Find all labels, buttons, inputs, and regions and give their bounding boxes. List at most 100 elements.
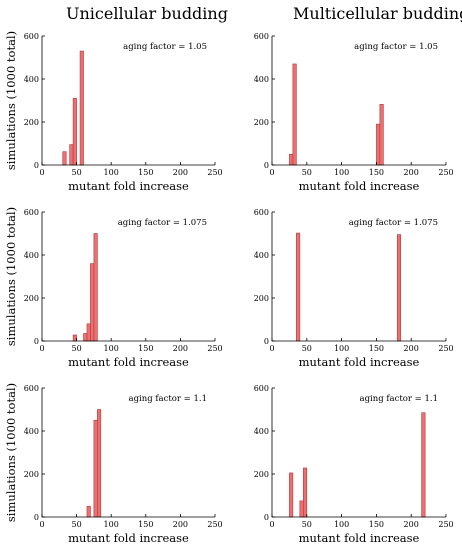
panel-4-xtick-label-250: 250 [438,344,453,353]
panel-4-ytick-label-400: 400 [254,251,269,260]
panel-3-ytick-label-400: 400 [24,251,39,260]
panel-5-ytick-label-200: 200 [24,470,39,479]
panel-4-annotation: aging factor = 1.075 [349,218,438,228]
panel-1-bar-3 [72,98,77,166]
panel-4-ytick-label-200: 200 [254,294,269,303]
panel-1-bar-4 [79,50,84,166]
panel-2-axes [271,36,446,166]
panel-6-bar-1 [289,472,294,518]
panel-4-xlabel: mutant fold increase [299,355,420,369]
column-title-multicellular: Multicellular budding [293,4,462,23]
panel-5-ytick-label-400: 400 [24,427,39,436]
panel-1-bar-1 [62,151,67,166]
panel-4-xtick-label-200: 200 [404,344,419,353]
panel-6-ytick-label-0: 0 [264,513,269,522]
panel-3-xtick-label-0: 0 [39,344,44,353]
panel-1-bar-2 [69,144,74,166]
panel-5-ylabel: simulations (1000 total) [4,383,18,522]
panel-6-ytick-label-200: 200 [254,470,269,479]
panel-3-xtick-label-150: 150 [138,344,153,353]
panel-5-xtick-label-100: 100 [104,520,119,529]
panel-6-bar-2 [299,500,304,518]
panel-3-ylabel: simulations (1000 total) [4,207,18,346]
panel-1-xtick-label-50: 50 [72,168,82,177]
panel-3-bar-1 [72,334,77,342]
panel-2-xtick-label-0: 0 [269,168,274,177]
panel-1-ytick-label-0: 0 [34,161,39,170]
panel-1-ytick-label-200: 200 [24,118,39,127]
panel-3-ytick-label-600: 600 [24,208,39,217]
panel-5-annotation: aging factor = 1.1 [129,394,207,404]
column-title-unicellular: Unicellular budding [66,4,228,23]
panel-2-ytick-label-400: 400 [254,75,269,84]
panel-1-axes [41,36,215,166]
panel-4-xtick-label-0: 0 [269,344,274,353]
panel-6-xtick-label-200: 200 [404,520,419,529]
panel-5-xtick-label-0: 0 [39,520,44,529]
panel-2-xtick-label-200: 200 [404,168,419,177]
panel-2-annotation: aging factor = 1.05 [354,42,438,52]
panel-3-bar-2 [83,333,88,342]
panel-3-bar-3 [86,323,91,342]
panel-1-ytick-label-600: 600 [24,32,39,41]
panel-1-xtick-label-100: 100 [104,168,119,177]
panel-1-ylabel: simulations (1000 total) [4,31,18,170]
panel-1-ytick-label-400: 400 [24,75,39,84]
panel-3-xtick-label-250: 250 [207,344,222,353]
panel-5-ytick-label-600: 600 [24,384,39,393]
panel-2-xlabel: mutant fold increase [299,179,420,193]
panel-6-xtick-label-150: 150 [369,520,384,529]
panel-2-bar-3 [376,123,381,166]
panel-6-bar-4 [421,412,426,518]
panel-6-bar-3 [303,467,308,518]
panel-2-bar-4 [379,104,384,166]
panel-2-xtick-label-100: 100 [334,168,349,177]
panel-2-bar-2 [292,63,297,166]
panel-5-bar-1 [86,505,91,518]
panel-2-ytick-label-200: 200 [254,118,269,127]
panel-6-xtick-label-100: 100 [334,520,349,529]
panel-5-bar-2 [93,419,98,518]
panel-6-xtick-label-0: 0 [269,520,274,529]
panel-1-xtick-label-0: 0 [39,168,44,177]
panel-6-xtick-label-50: 50 [302,520,312,529]
panel-1-xtick-label-200: 200 [173,168,188,177]
panel-6-axes [271,388,446,518]
panel-6-ytick-label-600: 600 [254,384,269,393]
panel-5-xtick-label-150: 150 [138,520,153,529]
panel-4-xtick-label-50: 50 [302,344,312,353]
panel-3-xtick-label-50: 50 [72,344,82,353]
panel-3-ytick-label-0: 0 [34,337,39,346]
panel-4-xtick-label-100: 100 [334,344,349,353]
panel-5-xtick-label-250: 250 [207,520,222,529]
panel-5-axes [41,388,215,518]
panel-5-xlabel: mutant fold increase [68,531,189,545]
panel-1-annotation: aging factor = 1.05 [123,42,207,52]
panel-3-annotation: aging factor = 1.075 [118,218,207,228]
panel-6-annotation: aging factor = 1.1 [360,394,438,404]
panel-3-bar-4 [90,263,95,342]
panel-3-bar-5 [93,233,98,342]
panel-1-xtick-label-250: 250 [207,168,222,177]
panel-5-xtick-label-200: 200 [173,520,188,529]
panel-6-xlabel: mutant fold increase [299,531,420,545]
panel-4-bar-1 [296,232,301,342]
panel-3-xtick-label-200: 200 [173,344,188,353]
panel-5-ytick-label-0: 0 [34,513,39,522]
panel-2-ytick-label-0: 0 [264,161,269,170]
panel-2-xtick-label-50: 50 [302,168,312,177]
panel-3-xtick-label-100: 100 [104,344,119,353]
panel-3-ytick-label-200: 200 [24,294,39,303]
panel-2-ytick-label-600: 600 [254,32,269,41]
panel-2-xtick-label-150: 150 [369,168,384,177]
panel-4-xtick-label-150: 150 [369,344,384,353]
panel-2-bar-1 [289,153,294,166]
panel-4-ytick-label-600: 600 [254,208,269,217]
panel-6-ytick-label-400: 400 [254,427,269,436]
panel-4-ytick-label-0: 0 [264,337,269,346]
panel-3-axes [41,212,215,342]
panel-1-xtick-label-150: 150 [138,168,153,177]
panel-5-xtick-label-50: 50 [72,520,82,529]
panel-4-bar-2 [396,234,402,342]
